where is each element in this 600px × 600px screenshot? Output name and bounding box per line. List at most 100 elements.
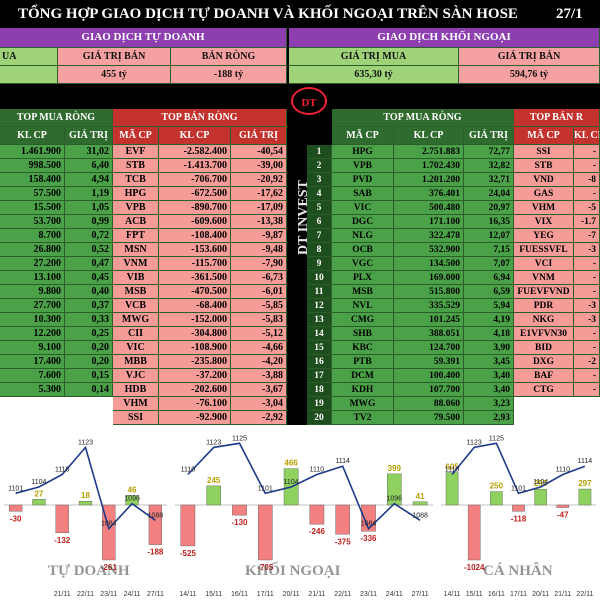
foreign-buy-row-code: DGC	[332, 215, 394, 229]
index-value-label: 1125	[489, 435, 504, 442]
foreign-buy-row-vol: 2.751.883	[394, 145, 464, 159]
foreign-sell-row-code: YEG	[514, 229, 574, 243]
index-value-label: 1104	[284, 479, 299, 486]
self-sell-row-val: -7,90	[231, 257, 287, 271]
self-net-label: BÁN RÒNG	[171, 48, 287, 66]
self-sell-row-code: VCB	[113, 299, 159, 313]
foreign-buy-row-val: 6,94	[464, 271, 514, 285]
foreign-row-number: 10	[307, 271, 332, 285]
self-buy-row-vol: 27.700	[0, 299, 65, 313]
foreign-buy-row-code: VPB	[332, 159, 394, 173]
bar	[9, 504, 23, 512]
self-sell-label: GIÁ TRỊ BÁN	[58, 48, 171, 66]
foreign-buy-row-code: VIC	[332, 201, 394, 215]
foreign-buy-row-vol: 101.245	[394, 313, 464, 327]
self-buy-row-val: 0,25	[65, 327, 113, 341]
chart-title: TỰ DOANH	[48, 563, 130, 579]
foreign-buy-row-val: 6,59	[464, 285, 514, 299]
self-sell-row-vol: -304.800	[159, 327, 231, 341]
self-buy-row-val: 0,52	[65, 243, 113, 257]
foreign-buy-row-vol: 107.700	[394, 383, 464, 397]
self-top-sell-label: TOP BÁN RÒNG	[113, 109, 287, 127]
bar	[55, 504, 69, 534]
foreign-buy-row-val: 24,04	[464, 187, 514, 201]
self-sell-row-vol: -76.100	[159, 397, 231, 411]
chart-individual: 605 14/11 -1024 15/11 250 16/11 -118 17/11 295 20…	[437, 425, 600, 600]
foreign-sell-row-vol: -	[574, 369, 600, 383]
index-line	[15, 445, 156, 531]
foreign-row-number: 9	[307, 257, 332, 271]
x-tick-label: 21/11	[554, 591, 571, 598]
bar-value-label: 46	[128, 485, 137, 494]
foreign-buy-row-val: 3,40	[464, 369, 514, 383]
bar	[490, 491, 503, 506]
foreign-section-label: GIAO DỊCH KHỐI NGOẠI	[289, 28, 600, 48]
foreign-buy-row-val: 32,71	[464, 173, 514, 187]
foreign-sell-row-code: STB	[514, 159, 574, 173]
foreign-sell-row-code: VNM	[514, 271, 574, 285]
self-sell-row-vol: -108.400	[159, 229, 231, 243]
self-buy-row-vol: 158.400	[0, 173, 65, 187]
foreign-buy-row-vol: 169.000	[394, 271, 464, 285]
self-sell-row-val: -39,00	[231, 159, 287, 173]
x-tick-label: 15/11	[466, 591, 483, 598]
self-trading-section-label: GIAO DỊCH TỰ DOANH	[0, 28, 287, 48]
self-buy-row-vol: 5.300	[0, 383, 65, 397]
foreign-buy-row-code: MWG	[332, 397, 394, 411]
foreign-sell-row-vol: -2	[574, 355, 600, 369]
bar-value-label: -525	[180, 549, 197, 558]
foreign-row-number: 7	[307, 229, 332, 243]
self-buy-row-val: 6,40	[65, 159, 113, 173]
self-buy-row-vol: 17.400	[0, 355, 65, 369]
foreign-buy-row-val: 2,93	[464, 411, 514, 425]
bar-value-label: 605	[445, 463, 459, 472]
self-sell-row-vol: -115.700	[159, 257, 231, 271]
bar-value-label: -118	[511, 514, 527, 523]
self-buy-row-vol: 9.800	[0, 285, 65, 299]
bar-value-label: 250	[490, 482, 504, 491]
foreign-buy-row-val: 4,18	[464, 327, 514, 341]
index-line	[187, 442, 421, 531]
foreign-sell-row-code: VCI	[514, 257, 574, 271]
foreign-row-number: 5	[307, 201, 332, 215]
bar	[32, 499, 46, 506]
bar	[335, 504, 350, 535]
foreign-row-number: 14	[307, 327, 332, 341]
self-sell-row-code: STB	[113, 159, 159, 173]
self-sell-row-code: MWG	[113, 313, 159, 327]
foreign-buy-row-vol: 100.400	[394, 369, 464, 383]
self-sell-row-code: MBB	[113, 355, 159, 369]
foreign-buy-row-vol: 322.478	[394, 229, 464, 243]
bar-value-label: -375	[335, 537, 352, 546]
self-buy-row-vol: 8.700	[0, 229, 65, 243]
self-sell-row-vol: -470.500	[159, 285, 231, 299]
self-sell-row-val: -3,67	[231, 383, 287, 397]
index-value-label: 1123	[78, 439, 93, 446]
self-buy-row-vol: 13.100	[0, 271, 65, 285]
foreign-buy-row-vol: 134.500	[394, 257, 464, 271]
bar-value-label: 295	[534, 479, 548, 488]
foreign-buy-row-val: 3,23	[464, 397, 514, 411]
foreign-buy-value: 635,30 tỷ	[289, 66, 459, 84]
foreign-buy-row-vol: 59.391	[394, 355, 464, 369]
bar	[467, 504, 481, 561]
self-sell-row-val: -3,04	[231, 397, 287, 411]
self-sell-row-val: -9,87	[231, 229, 287, 243]
foreign-sell-row-vol: -	[574, 271, 600, 285]
self-trading-panel: GIAO DỊCH TỰ DOANH UA GIÁ TRỊ BÁN BÁN RÒ…	[0, 28, 287, 425]
self-sell-row-code: VIB	[113, 271, 159, 285]
foreign-buy-label: GIÁ TRỊ MUA	[289, 48, 459, 66]
foreign-buy-row-vol: 500.480	[394, 201, 464, 215]
self-sell-row-vol: -609.600	[159, 215, 231, 229]
index-value-label: 1110	[556, 467, 571, 474]
self-sell-col-val: GIÁ TRỊ	[231, 127, 287, 145]
foreign-buy-row-val: 3,45	[464, 355, 514, 369]
index-value-label: 1110	[445, 467, 460, 474]
foreign-buy-row-val: 3,90	[464, 341, 514, 355]
self-sell-row-code: TCB	[113, 173, 159, 187]
panel-divider	[287, 28, 289, 425]
foreign-sell-row-code: E1VFVN30	[514, 327, 574, 341]
foreign-sell-row-vol: -7	[574, 229, 600, 243]
foreign-buy-row-code: VGC	[332, 257, 394, 271]
chart-svg: -30 27 -132 21/11 18 22/11 -261 23/11 46 24/11 -18…	[4, 439, 167, 598]
